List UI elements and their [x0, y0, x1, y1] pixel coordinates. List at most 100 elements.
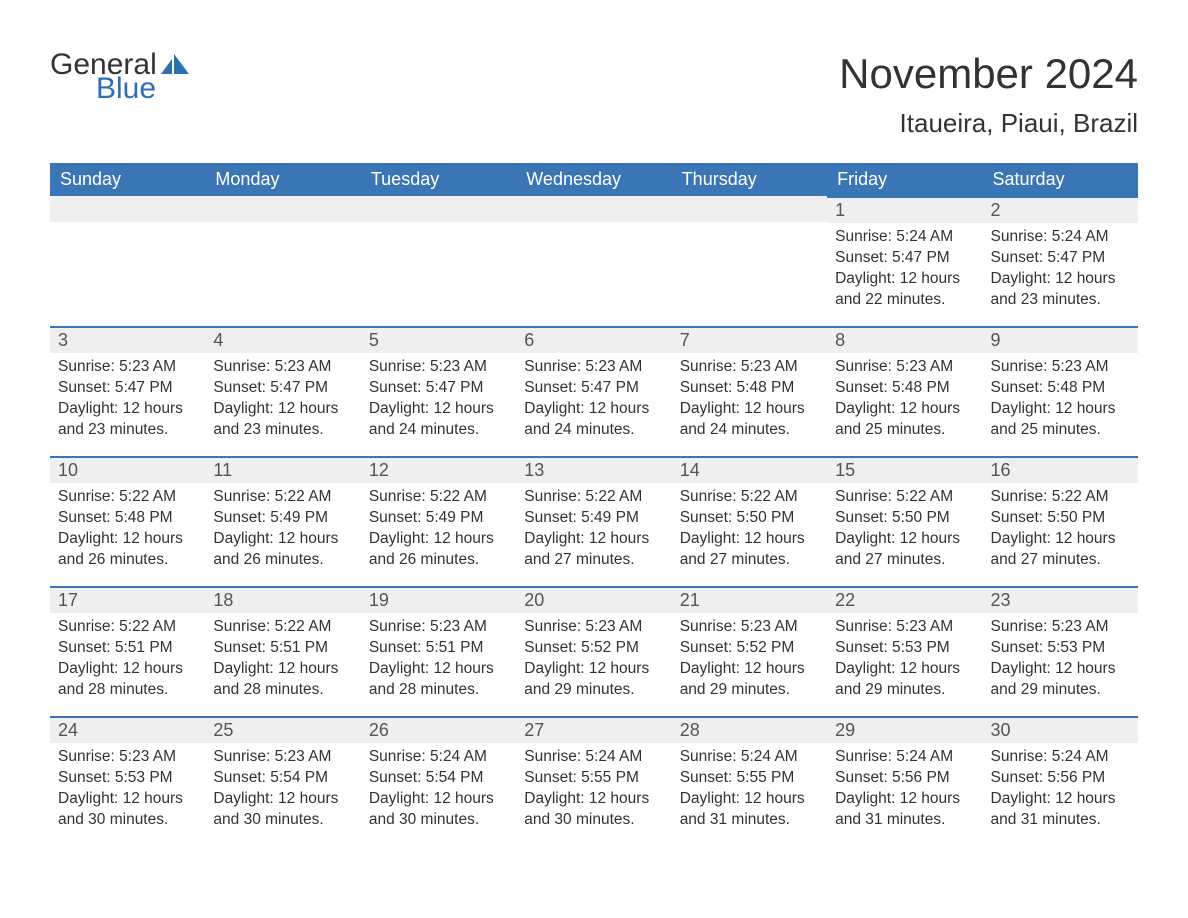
calendar-cell: 9Sunrise: 5:23 AMSunset: 5:48 PMDaylight… [983, 326, 1138, 456]
day-daylight2: and 26 minutes. [58, 550, 197, 571]
day-sunset: Sunset: 5:54 PM [369, 768, 508, 789]
day-cell: 20Sunrise: 5:23 AMSunset: 5:52 PMDayligh… [516, 586, 671, 716]
day-cell: 23Sunrise: 5:23 AMSunset: 5:53 PMDayligh… [983, 586, 1138, 716]
day-sunset: Sunset: 5:49 PM [524, 508, 663, 529]
day-number: 18 [205, 586, 360, 613]
day-cell: 14Sunrise: 5:22 AMSunset: 5:50 PMDayligh… [672, 456, 827, 586]
day-daylight2: and 26 minutes. [369, 550, 508, 571]
day-sunset: Sunset: 5:56 PM [835, 768, 974, 789]
day-sunrise: Sunrise: 5:22 AM [524, 487, 663, 508]
day-cell: 15Sunrise: 5:22 AMSunset: 5:50 PMDayligh… [827, 456, 982, 586]
day-body: Sunrise: 5:24 AMSunset: 5:55 PMDaylight:… [672, 743, 827, 839]
day-cell: 17Sunrise: 5:22 AMSunset: 5:51 PMDayligh… [50, 586, 205, 716]
day-daylight2: and 28 minutes. [369, 680, 508, 701]
day-sunrise: Sunrise: 5:22 AM [369, 487, 508, 508]
day-daylight1: Daylight: 12 hours [524, 659, 663, 680]
day-daylight1: Daylight: 12 hours [58, 529, 197, 550]
day-cell: 19Sunrise: 5:23 AMSunset: 5:51 PMDayligh… [361, 586, 516, 716]
month-title: November 2024 [839, 50, 1138, 98]
calendar-cell: 12Sunrise: 5:22 AMSunset: 5:49 PMDayligh… [361, 456, 516, 586]
day-body: Sunrise: 5:23 AMSunset: 5:48 PMDaylight:… [672, 353, 827, 449]
day-number: 3 [50, 326, 205, 353]
day-cell: 10Sunrise: 5:22 AMSunset: 5:48 PMDayligh… [50, 456, 205, 586]
day-cell: 24Sunrise: 5:23 AMSunset: 5:53 PMDayligh… [50, 716, 205, 846]
day-daylight2: and 25 minutes. [835, 420, 974, 441]
calendar-cell: 1Sunrise: 5:24 AMSunset: 5:47 PMDaylight… [827, 196, 982, 326]
empty-day-bar [516, 196, 671, 222]
day-daylight2: and 31 minutes. [991, 810, 1130, 831]
day-sunrise: Sunrise: 5:22 AM [58, 617, 197, 638]
day-body: Sunrise: 5:24 AMSunset: 5:55 PMDaylight:… [516, 743, 671, 839]
calendar-head: SundayMondayTuesdayWednesdayThursdayFrid… [50, 163, 1138, 196]
day-daylight2: and 27 minutes. [991, 550, 1130, 571]
day-sunrise: Sunrise: 5:24 AM [991, 747, 1130, 768]
calendar-cell: 28Sunrise: 5:24 AMSunset: 5:55 PMDayligh… [672, 716, 827, 846]
day-sunset: Sunset: 5:47 PM [524, 378, 663, 399]
day-body: Sunrise: 5:22 AMSunset: 5:50 PMDaylight:… [983, 483, 1138, 579]
day-header: Wednesday [516, 163, 671, 196]
day-number: 26 [361, 716, 516, 743]
calendar-cell: 2Sunrise: 5:24 AMSunset: 5:47 PMDaylight… [983, 196, 1138, 326]
day-header: Sunday [50, 163, 205, 196]
day-daylight1: Daylight: 12 hours [524, 399, 663, 420]
day-daylight1: Daylight: 12 hours [524, 529, 663, 550]
day-sunrise: Sunrise: 5:23 AM [58, 747, 197, 768]
day-sunrise: Sunrise: 5:23 AM [369, 357, 508, 378]
day-sunset: Sunset: 5:52 PM [524, 638, 663, 659]
day-number: 25 [205, 716, 360, 743]
day-number: 16 [983, 456, 1138, 483]
day-sunset: Sunset: 5:48 PM [835, 378, 974, 399]
day-daylight2: and 25 minutes. [991, 420, 1130, 441]
day-cell: 4Sunrise: 5:23 AMSunset: 5:47 PMDaylight… [205, 326, 360, 456]
day-sunrise: Sunrise: 5:23 AM [369, 617, 508, 638]
day-daylight2: and 23 minutes. [991, 290, 1130, 311]
day-sunrise: Sunrise: 5:23 AM [991, 357, 1130, 378]
day-cell: 18Sunrise: 5:22 AMSunset: 5:51 PMDayligh… [205, 586, 360, 716]
day-body: Sunrise: 5:23 AMSunset: 5:48 PMDaylight:… [983, 353, 1138, 449]
empty-day-bar [672, 196, 827, 222]
day-body: Sunrise: 5:23 AMSunset: 5:52 PMDaylight:… [516, 613, 671, 709]
day-daylight2: and 30 minutes. [369, 810, 508, 831]
calendar-body: 1Sunrise: 5:24 AMSunset: 5:47 PMDaylight… [50, 196, 1138, 846]
day-number: 17 [50, 586, 205, 613]
day-cell: 1Sunrise: 5:24 AMSunset: 5:47 PMDaylight… [827, 196, 982, 326]
day-number: 24 [50, 716, 205, 743]
location-title: Itaueira, Piaui, Brazil [839, 108, 1138, 139]
calendar-cell [361, 196, 516, 326]
day-cell: 25Sunrise: 5:23 AMSunset: 5:54 PMDayligh… [205, 716, 360, 846]
day-daylight2: and 26 minutes. [213, 550, 352, 571]
day-sunset: Sunset: 5:49 PM [369, 508, 508, 529]
day-sunset: Sunset: 5:53 PM [991, 638, 1130, 659]
day-daylight2: and 29 minutes. [680, 680, 819, 701]
calendar-cell: 13Sunrise: 5:22 AMSunset: 5:49 PMDayligh… [516, 456, 671, 586]
day-daylight1: Daylight: 12 hours [835, 399, 974, 420]
calendar-cell: 26Sunrise: 5:24 AMSunset: 5:54 PMDayligh… [361, 716, 516, 846]
calendar-cell [672, 196, 827, 326]
calendar-cell [50, 196, 205, 326]
day-body: Sunrise: 5:23 AMSunset: 5:54 PMDaylight:… [205, 743, 360, 839]
day-sunset: Sunset: 5:49 PM [213, 508, 352, 529]
day-number: 14 [672, 456, 827, 483]
day-cell: 29Sunrise: 5:24 AMSunset: 5:56 PMDayligh… [827, 716, 982, 846]
day-sunset: Sunset: 5:48 PM [58, 508, 197, 529]
day-body: Sunrise: 5:22 AMSunset: 5:49 PMDaylight:… [516, 483, 671, 579]
calendar-cell: 21Sunrise: 5:23 AMSunset: 5:52 PMDayligh… [672, 586, 827, 716]
day-daylight1: Daylight: 12 hours [680, 529, 819, 550]
day-sunrise: Sunrise: 5:24 AM [991, 227, 1130, 248]
day-sunset: Sunset: 5:48 PM [680, 378, 819, 399]
day-sunrise: Sunrise: 5:24 AM [524, 747, 663, 768]
day-sunrise: Sunrise: 5:24 AM [835, 747, 974, 768]
day-daylight2: and 29 minutes. [991, 680, 1130, 701]
logo-word-blue: Blue [96, 74, 189, 104]
day-body: Sunrise: 5:22 AMSunset: 5:51 PMDaylight:… [205, 613, 360, 709]
day-number: 13 [516, 456, 671, 483]
logo: General Blue [50, 50, 189, 104]
empty-day-bar [205, 196, 360, 222]
day-number: 9 [983, 326, 1138, 353]
day-daylight1: Daylight: 12 hours [680, 789, 819, 810]
calendar-cell: 22Sunrise: 5:23 AMSunset: 5:53 PMDayligh… [827, 586, 982, 716]
day-sunset: Sunset: 5:50 PM [680, 508, 819, 529]
day-cell: 5Sunrise: 5:23 AMSunset: 5:47 PMDaylight… [361, 326, 516, 456]
day-number: 27 [516, 716, 671, 743]
day-body: Sunrise: 5:22 AMSunset: 5:50 PMDaylight:… [672, 483, 827, 579]
